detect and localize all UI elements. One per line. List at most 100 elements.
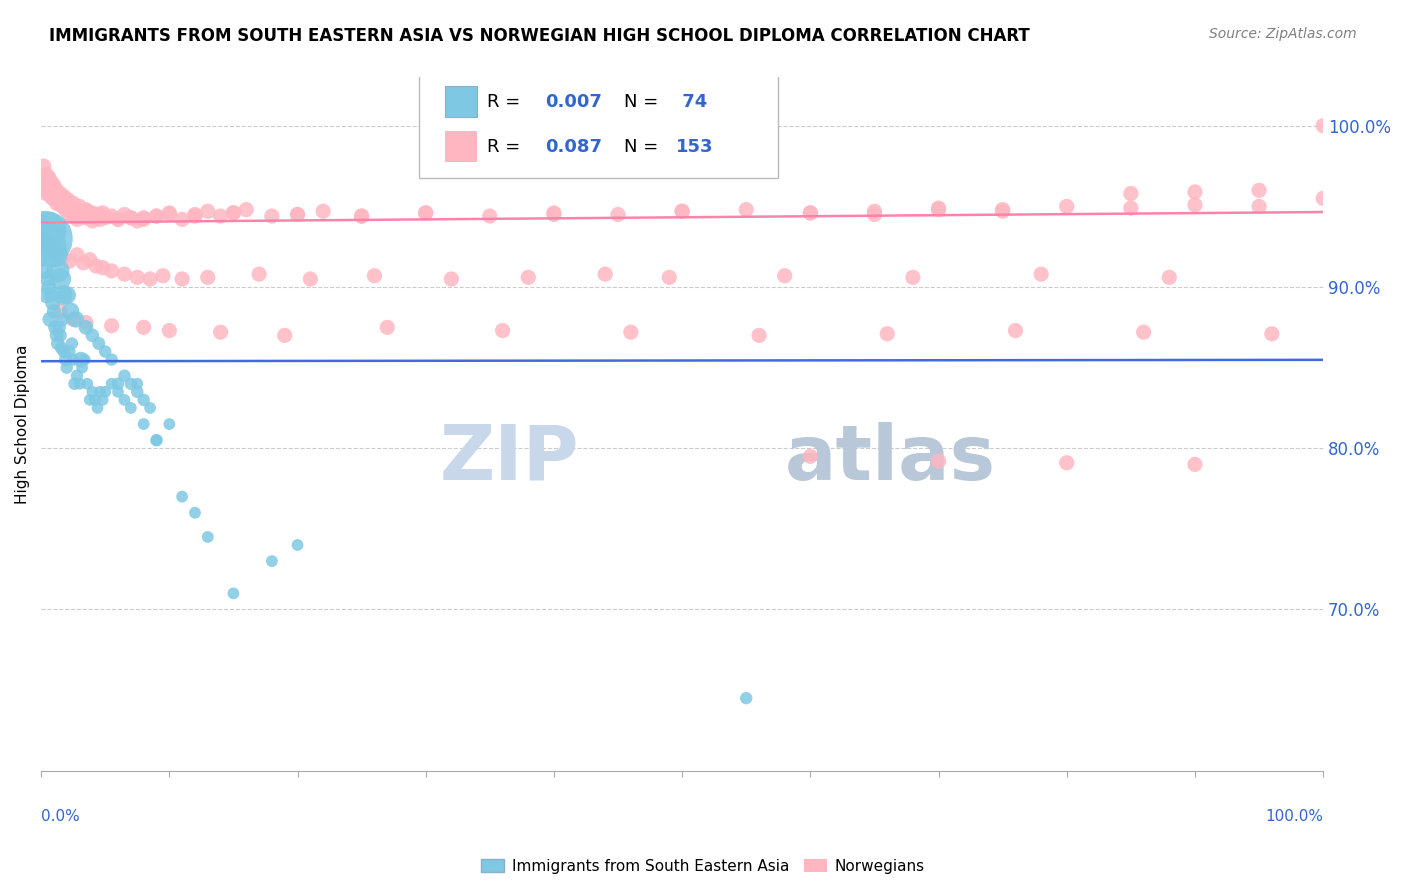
Point — [127, 214, 149, 228]
Point — [184, 207, 207, 221]
Point — [197, 530, 219, 544]
Text: 153: 153 — [676, 138, 713, 156]
Point — [735, 202, 758, 217]
Point — [79, 209, 101, 223]
Point — [100, 209, 122, 223]
Point — [1119, 186, 1142, 201]
Point — [59, 304, 82, 318]
Point — [415, 206, 437, 220]
Point — [39, 235, 62, 249]
Point — [157, 324, 180, 338]
Point — [1184, 458, 1206, 472]
Point — [41, 288, 63, 302]
Point — [773, 268, 796, 283]
Point — [139, 401, 162, 415]
Bar — [444, 86, 477, 117]
Point — [184, 209, 207, 223]
Point — [120, 401, 142, 415]
Point — [209, 209, 232, 223]
Point — [863, 204, 886, 219]
Point — [415, 206, 437, 220]
Point — [350, 209, 373, 223]
Point — [748, 328, 770, 343]
Point — [55, 199, 77, 213]
Point — [49, 186, 72, 201]
Point — [58, 207, 80, 221]
Point — [70, 352, 93, 367]
Point — [46, 248, 69, 262]
Point — [287, 538, 309, 552]
Point — [671, 204, 693, 219]
Point — [620, 325, 643, 339]
Point — [53, 190, 76, 204]
Point — [593, 267, 616, 281]
Point — [37, 240, 59, 254]
Point — [66, 248, 89, 262]
Point — [84, 259, 107, 273]
Point — [120, 211, 142, 225]
Point — [876, 326, 898, 341]
FancyBboxPatch shape — [419, 70, 779, 178]
Point — [46, 336, 69, 351]
Point — [41, 244, 63, 259]
Point — [928, 454, 950, 468]
Point — [91, 392, 114, 407]
Point — [91, 206, 114, 220]
Point — [799, 450, 821, 464]
Point — [197, 270, 219, 285]
Point — [32, 180, 55, 194]
Point — [299, 272, 322, 286]
Text: N =: N = — [624, 138, 665, 156]
Point — [55, 360, 77, 375]
Point — [35, 186, 58, 201]
Point — [1247, 199, 1270, 213]
Point — [1184, 198, 1206, 212]
Text: 0.0%: 0.0% — [41, 809, 80, 824]
Point — [145, 209, 167, 223]
Point — [60, 336, 83, 351]
Point — [543, 207, 565, 221]
Point — [70, 360, 93, 375]
Point — [350, 209, 373, 223]
Legend: Immigrants from South Eastern Asia, Norwegians: Immigrants from South Eastern Asia, Norw… — [475, 853, 931, 880]
Point — [86, 207, 108, 221]
Point — [44, 191, 66, 205]
Point — [35, 288, 58, 302]
Point — [928, 201, 950, 215]
Point — [45, 183, 67, 197]
Point — [222, 586, 245, 600]
Point — [37, 272, 59, 286]
Point — [139, 272, 162, 286]
Point — [46, 191, 69, 205]
Point — [58, 344, 80, 359]
Point — [89, 212, 111, 227]
Y-axis label: High School Diploma: High School Diploma — [15, 344, 30, 504]
Point — [671, 204, 693, 219]
Point — [73, 211, 96, 225]
Point — [42, 178, 65, 193]
Point — [991, 202, 1014, 217]
Point — [37, 224, 59, 238]
Point — [32, 248, 55, 262]
Point — [517, 270, 540, 285]
Point — [1056, 456, 1078, 470]
Point — [84, 211, 107, 225]
Point — [41, 296, 63, 310]
Point — [114, 392, 136, 407]
Point — [34, 232, 56, 246]
Point — [82, 384, 104, 399]
Point — [69, 199, 91, 213]
Point — [114, 207, 136, 221]
Point — [52, 288, 75, 302]
Point — [100, 376, 122, 391]
Point — [543, 206, 565, 220]
Point — [1159, 270, 1181, 285]
Point — [184, 506, 207, 520]
Point — [87, 336, 110, 351]
Point — [132, 211, 155, 225]
Point — [107, 384, 129, 399]
Point — [48, 194, 70, 209]
Point — [145, 209, 167, 223]
Text: N =: N = — [624, 94, 665, 112]
Point — [41, 175, 63, 189]
